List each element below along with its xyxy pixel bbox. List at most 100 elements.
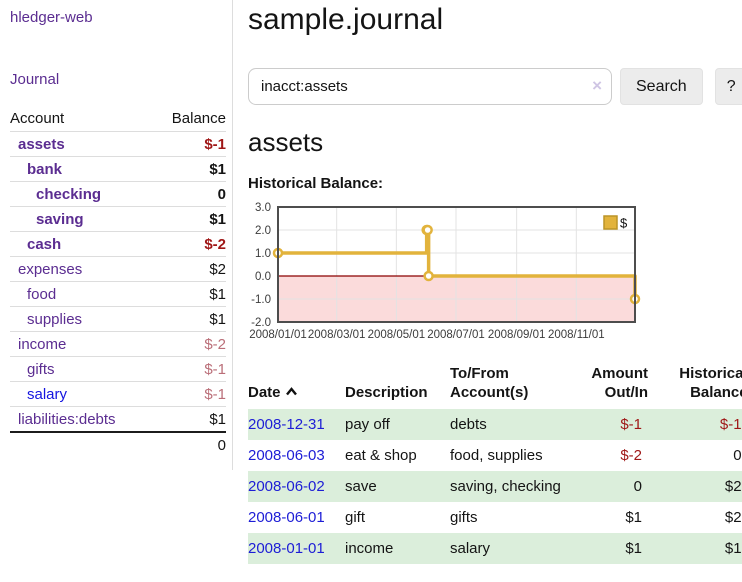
account-link-salary[interactable]: salary (27, 385, 68, 403)
accounts-cell: food, supplies (450, 447, 543, 464)
svg-text:2008/05/01: 2008/05/01 (368, 329, 426, 341)
search-button[interactable]: Search (620, 68, 703, 105)
accounts-cell: saving, checking (450, 478, 561, 495)
account-link-bank[interactable]: bank (27, 160, 63, 178)
account-row: checking 0 (10, 181, 226, 207)
search-input[interactable] (248, 68, 612, 105)
account-link-food[interactable]: food (27, 285, 57, 303)
date-link[interactable]: 2008-12-31 (248, 416, 325, 433)
account-link-expenses[interactable]: expenses (18, 260, 83, 278)
account-heading: assets (248, 127, 324, 157)
account-link-saving[interactable]: saving (36, 210, 84, 228)
balance-cell: $2 (724, 478, 742, 495)
account-balance: $-2 (204, 335, 226, 353)
account-row: income $-2 (10, 331, 226, 357)
account-row: gifts $-1 (10, 356, 226, 382)
amount-cell: $1 (625, 509, 642, 526)
account-row: expenses $2 (10, 256, 226, 282)
description-cell: income (345, 540, 394, 557)
svg-text:-2.0: -2.0 (251, 317, 271, 329)
svg-text:-1.0: -1.0 (251, 294, 271, 306)
accounts-cell: debts (450, 416, 487, 433)
amount-cell: 0 (633, 478, 642, 495)
accounts-total: 0 (217, 437, 226, 454)
balance-cell: 0 (733, 447, 742, 464)
account-balance: $-1 (204, 360, 226, 378)
account-balance: $1 (209, 160, 226, 178)
svg-text:2008/07/01: 2008/07/01 (427, 329, 485, 341)
description-cell: pay off (345, 416, 390, 433)
svg-text:0.0: 0.0 (255, 271, 271, 283)
date-link[interactable]: 2008-06-01 (248, 509, 325, 526)
account-balance: $1 (209, 285, 226, 303)
account-link-gifts[interactable]: gifts (27, 360, 55, 378)
help-button[interactable]: ? (714, 68, 742, 105)
account-link-liabilities-debts[interactable]: liabilities:debts (18, 410, 116, 428)
account-link-assets[interactable]: assets (18, 135, 65, 153)
account-row: food $1 (10, 281, 226, 307)
account-link-supplies[interactable]: supplies (27, 310, 83, 328)
register-row: 2008-12-31 pay off debts $-1 $-1 (248, 409, 742, 440)
account-link-checking[interactable]: checking (36, 185, 102, 203)
chart-title: Historical Balance: (248, 175, 384, 192)
description-cell: eat & shop (345, 447, 417, 464)
svg-text:2008/03/01: 2008/03/01 (308, 329, 366, 341)
svg-text:2.0: 2.0 (255, 225, 271, 237)
register-table: Date Description To/From Account(s) Amou… (248, 362, 742, 564)
register-row: 2008-06-02 save saving, checking 0 $2 (248, 471, 742, 502)
register-header-date[interactable]: Date (248, 362, 345, 409)
amount-cell: $-1 (620, 416, 642, 433)
account-link-income[interactable]: income (18, 335, 67, 353)
accounts-cell: gifts (450, 509, 478, 526)
register-header-description: Description (345, 384, 428, 401)
account-balance: $1 (209, 310, 226, 328)
page-title: sample.journal (248, 3, 444, 36)
svg-text:3.0: 3.0 (255, 202, 271, 214)
account-balance: $-1 (204, 385, 226, 403)
balance-cell: $1 (724, 540, 742, 557)
clear-search-icon[interactable]: × (592, 76, 602, 95)
sort-ascending-icon (285, 382, 298, 401)
sidebar: hledger-web Journal Account Balance asse… (0, 0, 233, 470)
account-link-cash[interactable]: cash (27, 235, 62, 253)
account-balance: $1 (209, 210, 226, 228)
account-row: assets $-1 (10, 131, 226, 157)
app-title-link[interactable]: hledger-web (10, 9, 93, 26)
date-link[interactable]: 2008-06-02 (248, 478, 325, 495)
account-balance: $-1 (204, 135, 226, 153)
svg-text:2008/09/01: 2008/09/01 (488, 329, 546, 341)
date-link[interactable]: 2008-06-03 (248, 447, 325, 464)
historical-balance-chart: 3.0 2.0 1.0 0.0 -1.0 -2.0 2008/01/01 2008/03/01… (248, 202, 742, 345)
amount-cell: $1 (625, 540, 642, 557)
account-row: saving $1 (10, 206, 226, 232)
account-balance: $1 (209, 410, 226, 428)
account-balance: $2 (209, 260, 226, 278)
accounts-total-row: 0 (10, 432, 226, 458)
nav-journal-link[interactable]: Journal (10, 71, 60, 88)
svg-text:2008/11/01: 2008/11/01 (548, 329, 605, 341)
balance-cell: $2 (724, 509, 742, 526)
account-row: liabilities:debts $1 (10, 406, 226, 433)
description-cell: save (345, 478, 377, 495)
account-row: cash $-2 (10, 231, 226, 257)
account-row: salary $-1 (10, 381, 226, 407)
account-row: supplies $1 (10, 306, 226, 332)
register-row: 2008-06-01 gift gifts $1 $2 (248, 502, 742, 533)
svg-text:1.0: 1.0 (255, 248, 271, 260)
register-header-balance: Historical Balance (679, 365, 742, 401)
search-bar: × Search ? (248, 68, 742, 105)
register-row: 2008-06-03 eat & shop food, supplies $-2 0 (248, 440, 742, 471)
register-header-accounts: To/From Account(s) (450, 365, 529, 401)
account-balance: $-2 (204, 235, 226, 253)
register-header-amount: Amount Out/In (591, 365, 648, 401)
date-link[interactable]: 2008-01-01 (248, 540, 325, 557)
account-row: bank $1 (10, 156, 226, 182)
svg-text:$: $ (620, 216, 628, 231)
register-row: 2008-01-01 income salary $1 $1 (248, 533, 742, 564)
accounts-cell: salary (450, 540, 491, 557)
accounts-header-balance: Balance (171, 110, 226, 127)
accounts-table: Account Balance assets $-1 bank $1 checking 0… (10, 108, 226, 458)
amount-cell: $-2 (620, 447, 642, 464)
accounts-header-account: Account (10, 110, 65, 127)
balance-cell: $-1 (719, 416, 742, 433)
